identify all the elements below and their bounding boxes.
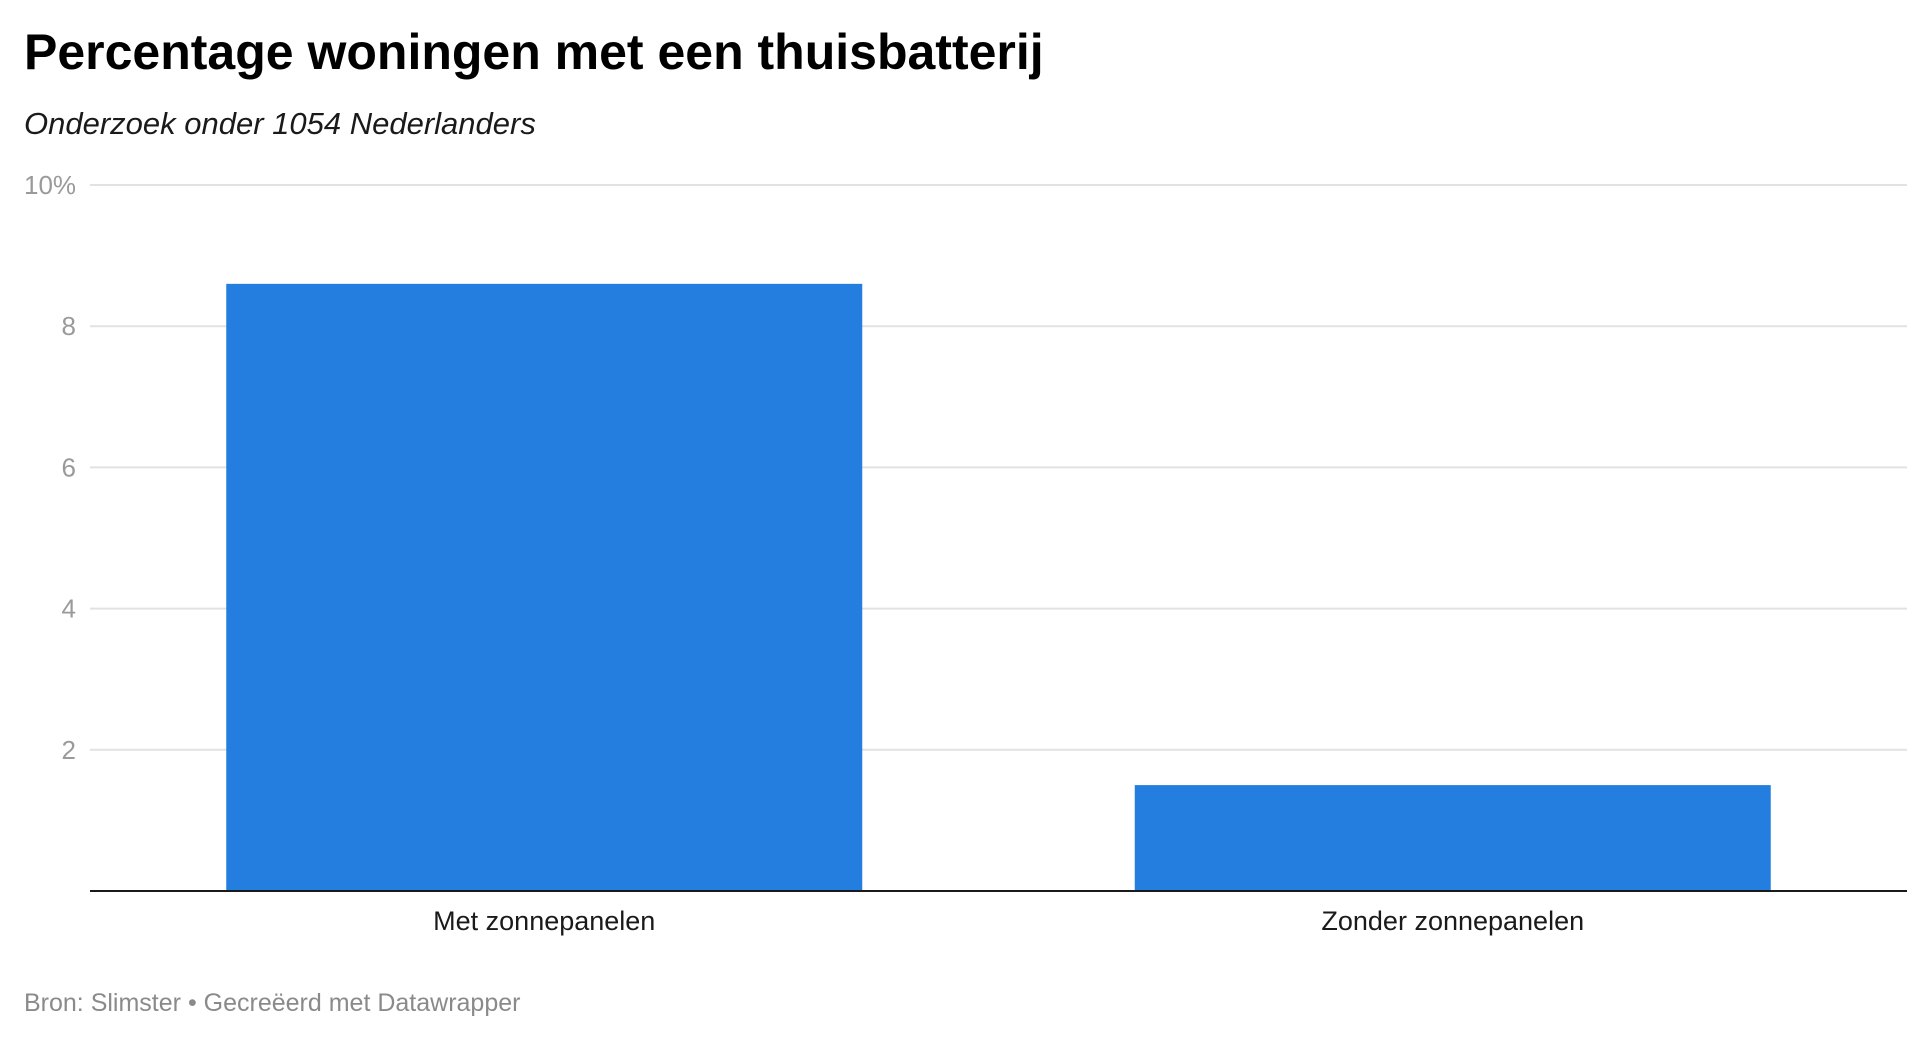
y-axis-ticks: 2 4 6 8 10% (24, 170, 76, 765)
footer-separator: • (187, 989, 197, 1017)
bar (1134, 785, 1771, 891)
y-tick-label: 6 (62, 452, 76, 482)
x-category-label: Met zonnepanelen (433, 906, 655, 936)
y-tick-label: 8 (62, 311, 76, 341)
bar (226, 283, 863, 892)
chart-subtitle: Onderzoek onder 1054 Nederlanders (24, 106, 536, 141)
y-tick-label: 2 (62, 735, 76, 765)
chart-footer: Bron: Slimster • Gecreëerd met Datawrapp… (24, 988, 520, 1018)
y-tick-label: 10% (24, 170, 76, 200)
credit-label: Gecreëerd met Datawrapper (203, 989, 521, 1017)
x-axis-labels: Met zonnepanelen Zonder zonnepanelen (433, 906, 1584, 936)
chart-title: Percentage woningen met een thuisbatteri… (24, 24, 1044, 80)
y-tick-label: 4 (62, 594, 76, 624)
source-label: Bron: Slimster (24, 989, 181, 1017)
x-category-label: Zonder zonnepanelen (1321, 906, 1584, 936)
bars (226, 283, 1771, 892)
